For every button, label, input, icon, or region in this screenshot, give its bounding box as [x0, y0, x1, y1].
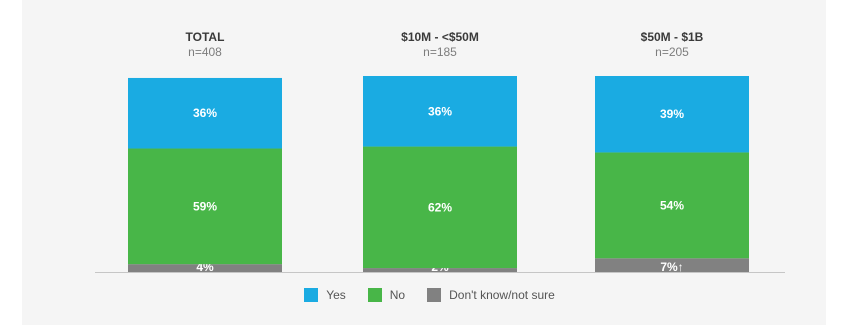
- bar-segment-yes-3: [595, 76, 749, 153]
- legend-item-dont-know: Don't know/not sure: [427, 288, 555, 302]
- category-label-3: $50M - $1B: [641, 30, 704, 44]
- legend-swatch-yes: [304, 288, 319, 302]
- bar-segment-don-t-know-not-sure-2: [363, 268, 517, 272]
- data-label-don-t-know-not-sure-3: 7%↑: [660, 260, 683, 274]
- data-label-no-1: 59%: [193, 199, 217, 213]
- legend-swatch-no: [367, 288, 382, 302]
- sample-size-label-1: n=408: [188, 45, 222, 59]
- bar-segment-yes-2: [363, 76, 517, 147]
- category-label-2: $10M - <$50M: [401, 30, 479, 44]
- legend: Yes No Don't know/not sure: [0, 288, 859, 302]
- bar-segment-don-t-know-not-sure-3: [595, 258, 749, 272]
- legend-item-no: No: [367, 288, 406, 302]
- bar-segment-no-3: [595, 152, 749, 259]
- sample-size-label-3: n=205: [655, 45, 689, 59]
- data-label-yes-1: 36%: [193, 106, 217, 120]
- data-label-no-3: 54%: [660, 198, 684, 212]
- legend-label-yes: Yes: [326, 288, 346, 302]
- legend-label-no: No: [389, 288, 406, 302]
- data-label-yes-2: 36%: [428, 104, 452, 118]
- data-label-yes-3: 39%: [660, 107, 684, 121]
- bar-segment-yes-1: [128, 77, 282, 149]
- bar-segment-no-2: [363, 146, 517, 269]
- legend-label-dont-know: Don't know/not sure: [449, 288, 555, 302]
- category-label-1: TOTAL: [186, 30, 225, 44]
- sample-size-label-2: n=185: [423, 45, 457, 59]
- legend-swatch-dont-know: [427, 288, 442, 302]
- bar-segment-don-t-know-not-sure-1: [128, 264, 282, 272]
- bar-segment-no-1: [128, 148, 282, 265]
- legend-item-yes: Yes: [304, 288, 346, 302]
- data-label-no-2: 62%: [428, 200, 452, 214]
